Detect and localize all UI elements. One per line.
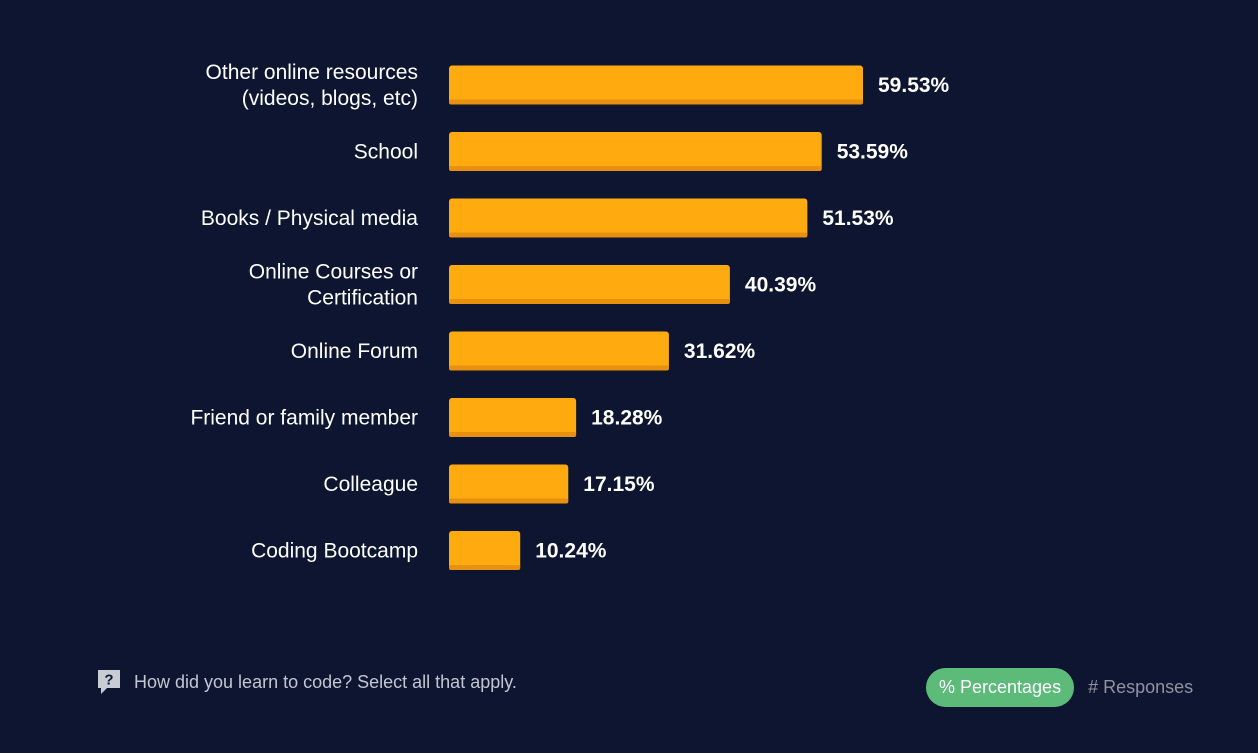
- category-label-line: Colleague: [323, 473, 418, 496]
- value-label: 53.59%: [837, 141, 909, 164]
- value-label: 51.53%: [822, 207, 894, 230]
- category-label-line: Certification: [307, 287, 418, 310]
- bar-chart: 59.53% Other online resources (videos, blo…: [190, 61, 950, 570]
- category-label: Online Forum: [291, 340, 418, 363]
- bar-group: 18.28% Friend or family member: [190, 398, 663, 437]
- bar-shade: [449, 432, 577, 437]
- category-label-line: Coding Bootcamp: [251, 540, 418, 563]
- question-footer: ? How did you learn to code? Select all …: [96, 668, 517, 696]
- value-label: 17.15%: [583, 473, 655, 496]
- bar[interactable]: [449, 132, 822, 171]
- category-label: Other online resources (videos, blogs, et…: [206, 61, 418, 110]
- bar-group: 17.15% Colleague: [323, 464, 655, 504]
- category-label: Online Courses or Certification: [249, 261, 418, 310]
- value-label: 31.62%: [684, 340, 756, 363]
- bar-shade: [449, 99, 863, 105]
- value-label: 59.53%: [878, 74, 950, 97]
- bar[interactable]: [449, 531, 521, 570]
- category-label: Coding Bootcamp: [251, 540, 418, 563]
- percentages-toggle-button[interactable]: % Percentages: [926, 668, 1075, 707]
- bar-group: 53.59% School: [354, 132, 908, 171]
- category-label: School: [354, 141, 418, 164]
- bar-group: 10.24% Coding Bootcamp: [251, 531, 607, 570]
- bar-shade: [449, 498, 569, 504]
- responses-toggle-button[interactable]: # Responses: [1088, 677, 1194, 697]
- category-label-line: Books / Physical media: [201, 207, 418, 230]
- bar-shade: [449, 232, 808, 238]
- bar-group: 31.62% Online Forum: [291, 331, 756, 371]
- bar[interactable]: [449, 198, 808, 238]
- bar-shade: [449, 365, 669, 371]
- question-icon: ?: [98, 670, 120, 694]
- category-label: Books / Physical media: [201, 207, 418, 230]
- svg-text:?: ?: [104, 672, 113, 689]
- bar[interactable]: [449, 464, 569, 504]
- value-label: 10.24%: [535, 540, 607, 563]
- bar-shade: [449, 299, 730, 304]
- bar-group: 40.39% Online Courses or Certification: [249, 261, 817, 310]
- question-text: How did you learn to code? Select all th…: [134, 671, 517, 692]
- category-label-line: School: [354, 141, 418, 164]
- bar-shade: [449, 565, 521, 570]
- bar-group: 51.53% Books / Physical media: [201, 198, 894, 238]
- category-label-line: Other online resources: [206, 61, 418, 84]
- bar[interactable]: [449, 398, 577, 437]
- bar-shade: [449, 166, 822, 171]
- category-label-line: Online Courses or: [249, 261, 418, 284]
- bar[interactable]: [449, 265, 730, 304]
- value-label: 18.28%: [591, 407, 663, 430]
- category-label: Colleague: [323, 473, 418, 496]
- bar-group: 59.53% Other online resources (videos, blo…: [206, 61, 950, 110]
- bar[interactable]: [449, 65, 863, 105]
- value-label: 40.39%: [745, 274, 817, 297]
- category-label-line: (videos, blogs, etc): [242, 87, 418, 110]
- category-label-line: Friend or family member: [190, 407, 418, 430]
- category-label-line: Online Forum: [291, 340, 418, 363]
- display-toggle: % Percentages # Responses: [926, 668, 1193, 707]
- category-label: Friend or family member: [190, 407, 418, 430]
- bar[interactable]: [449, 331, 669, 371]
